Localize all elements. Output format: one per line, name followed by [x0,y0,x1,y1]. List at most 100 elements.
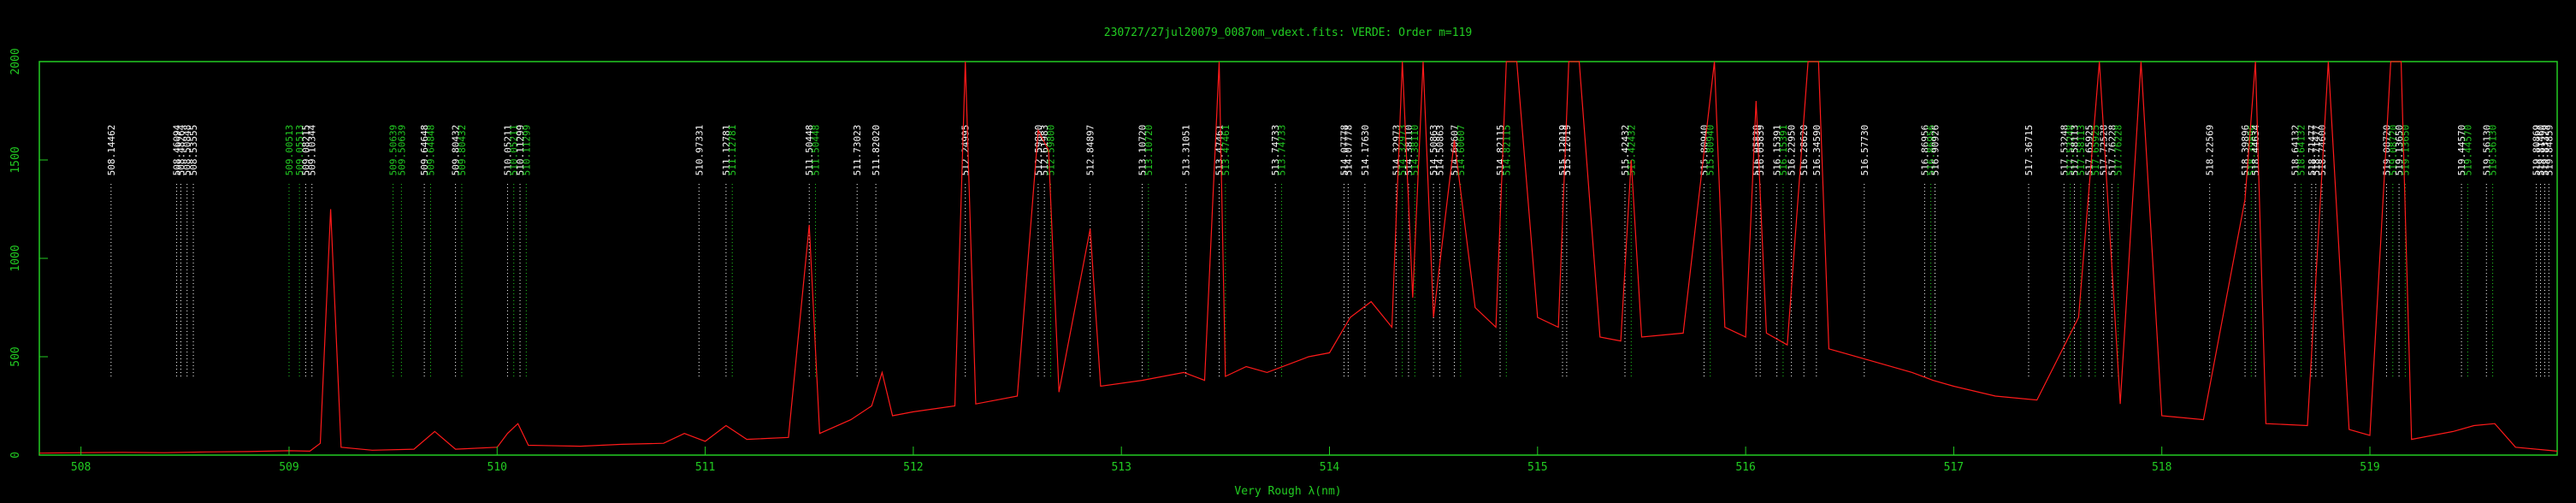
line-label: 516.90926 [1930,125,1941,176]
line-label: 513.47461 [1214,125,1226,176]
line-label: 519.84859 [2544,125,2555,176]
x-tick-label: 515 [1527,461,1547,474]
line-label: 514.60607 [1456,125,1467,176]
line-label: 508.48264 [175,124,186,175]
line-label: 518.22569 [2205,125,2216,176]
line-label: 514.07778 [1339,125,1350,176]
line-label: 513.47461 [1220,125,1232,176]
line-label: 516.86956 [1919,125,1930,176]
line-label: 514.17630 [1360,125,1371,176]
line-label: 510.97331 [694,125,705,176]
line-label: 519.44570 [2462,125,2473,176]
plot-frame [38,61,2558,456]
line-label: 511.73023 [852,125,863,176]
x-axis-label: Very Rough λ(nm) [1234,485,1341,498]
line-label: 513.10720 [1143,125,1155,176]
line-label: 519.80869 [2532,125,2543,176]
line-label: 516.34590 [1811,125,1823,176]
line-label: 519.56130 [2488,125,2499,176]
line-label: 517.53248 [2065,125,2077,176]
line-label: 518.71477 [2307,125,2318,176]
line-label: 514.82115 [1501,125,1512,176]
spectrum-series-line [38,61,2558,454]
line-label: 509.00513 [284,125,295,176]
line-label: 514.07778 [1343,125,1354,176]
spectrum-layer [38,61,2558,454]
line-label: 516.86956 [1926,125,1937,176]
line-label: 515.80940 [1705,125,1716,176]
line-label: 518.44634 [2250,124,2261,175]
line-label: 518.64132 [2289,125,2301,176]
line-label: 517.76228 [2106,125,2118,176]
x-tick-label: 508 [71,461,91,474]
y-tick-label: 2000 [9,48,22,74]
line-label: 516.57730 [1859,125,1870,176]
line-label: 508.46094 [172,124,183,175]
line-label: 516.15391 [1778,125,1789,176]
line-label: 517.58113 [2076,125,2087,176]
x-tick-label: 519 [2360,461,2379,474]
y-tick-label: 1500 [9,146,22,173]
line-label: 514.38110 [1403,125,1415,176]
y-tick-label: 0 [9,452,22,459]
line-label: 509.10344 [307,124,318,175]
line-label: 519.44570 [2456,125,2467,176]
line-label: 511.50448 [804,125,815,176]
line-label: 509.50639 [396,125,407,176]
line-label: 508.53555 [188,125,199,176]
axis-layer: 508 509 510 511 512 513 514 515 516 517 518 519 0 500… [9,48,2380,474]
line-label: 517.72528 [2099,125,2110,176]
line-label: 513.10720 [1137,125,1149,176]
line-label: 518.64132 [2296,125,2307,176]
line-label: 516.05839 [1755,125,1766,176]
line-label: 508.50848 [182,125,193,176]
line-label: 519.13650 [2394,125,2405,176]
line-label: 518.71477 [2311,125,2322,176]
line-label: 517.58113 [2070,125,2081,176]
line-label: 519.83329 [2539,125,2550,176]
line-label: 509.05513 [294,125,305,176]
line-label: 511.12781 [721,125,732,176]
line-label: 510.05211 [502,125,513,176]
line-label: 517.53248 [2059,125,2070,176]
line-label: 517.36715 [2024,125,2035,176]
x-tick-label: 514 [1320,461,1340,474]
line-label: 513.74733 [1270,125,1281,176]
line-label: 509.80432 [451,125,462,176]
x-tick-label: 518 [2152,461,2171,474]
line-label: 510.11299 [521,125,532,176]
line-label: 513.31051 [1181,125,1192,176]
line-label: 514.50863 [1434,125,1445,176]
line-label: 516.28620 [1799,125,1810,176]
x-tick-label: 512 [903,461,923,474]
line-label: 511.82020 [871,125,882,176]
line-label: 518.74600 [2317,125,2328,176]
line-label: 515.12019 [1562,125,1573,176]
line-label: 509.64848 [425,125,436,176]
x-tick-label: 511 [695,461,715,474]
line-label: 518.39896 [2246,125,2257,176]
line-label: 515.42432 [1626,125,1637,176]
line-label: 509.08215 [300,125,311,176]
line-label: 509.64648 [419,125,430,176]
line-label: 512.59800 [1045,125,1056,176]
line-label: 511.50448 [811,125,822,176]
line-label: 517.76228 [2113,125,2124,176]
line-label: 509.80432 [457,125,468,176]
x-tick-label: 510 [487,461,507,474]
line-label-layer: 508.14462 508.46094508.48264508.50848508.… [106,124,2555,376]
line-label: 519.13650 [2400,125,2411,176]
line-label: 515.42432 [1620,125,1631,176]
x-tick-label: 513 [1111,461,1131,474]
line-label: 512.84897 [1085,125,1096,176]
line-label: 516.22950 [1787,125,1798,176]
line-label: 510.11299 [515,125,526,176]
line-label: 511.12781 [727,125,738,176]
line-label: 519.08720 [2388,125,2399,176]
line-label: 519.81460 [2536,125,2547,176]
line-label: 519.08720 [2381,125,2392,176]
line-label: 508.14462 [106,125,117,176]
line-label: 513.74733 [1277,125,1288,176]
